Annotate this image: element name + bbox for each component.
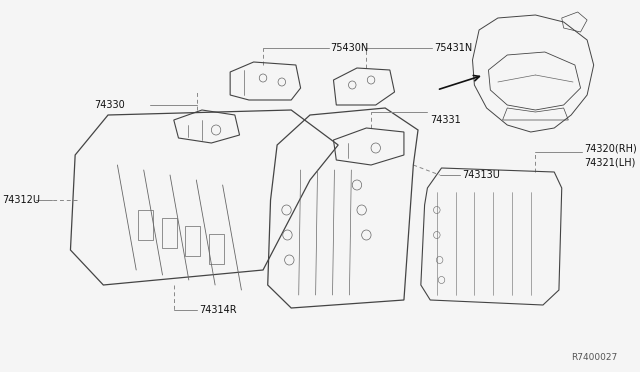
Text: 75431N: 75431N — [434, 43, 472, 53]
Text: 74321(LH): 74321(LH) — [584, 157, 636, 167]
Text: R7400027: R7400027 — [571, 353, 618, 362]
Text: 74313U: 74313U — [462, 170, 500, 180]
Text: 74312U: 74312U — [2, 195, 40, 205]
Text: 74314R: 74314R — [199, 305, 237, 315]
Text: 74320(RH): 74320(RH) — [584, 143, 637, 153]
Text: 74330: 74330 — [94, 100, 125, 110]
Text: 75430N: 75430N — [331, 43, 369, 53]
Text: 74331: 74331 — [430, 115, 461, 125]
